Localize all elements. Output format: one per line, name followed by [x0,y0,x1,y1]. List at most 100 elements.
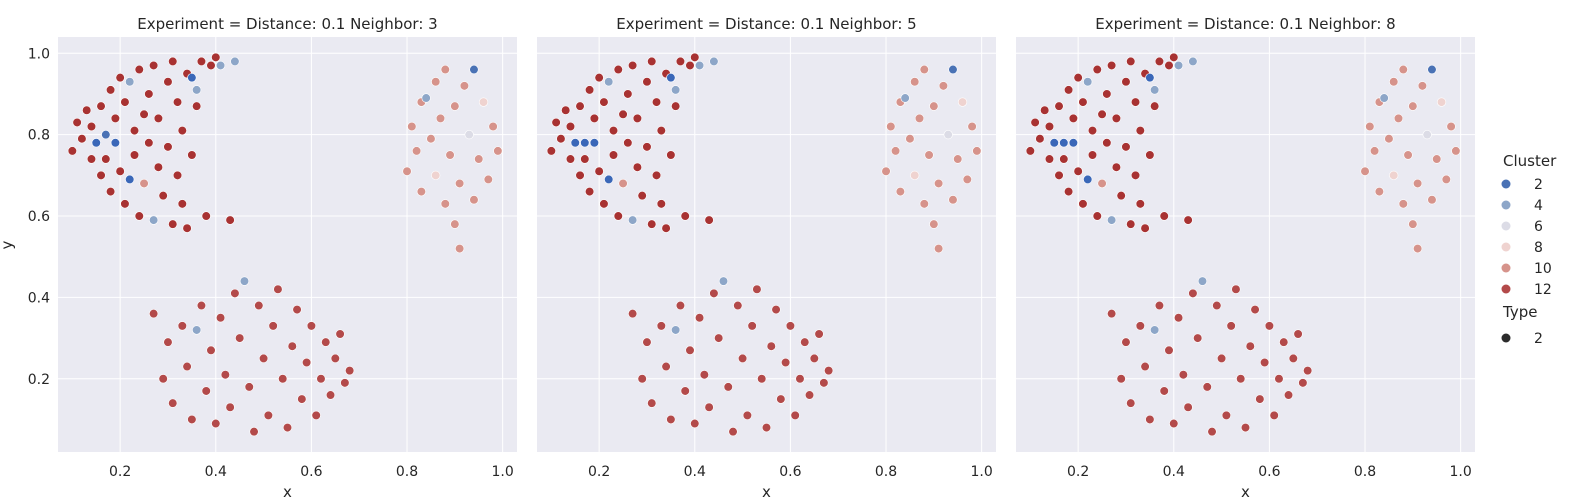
scatter-point [1212,300,1222,311]
scatter-point [790,410,800,420]
scatter-point [105,187,116,197]
scatter-point [1408,219,1418,229]
scatter-point [628,60,638,71]
scatter-point [168,219,178,229]
scatter-point [1121,337,1131,347]
scatter-point [1126,56,1136,67]
scatter-point [297,394,307,404]
scatter-point [651,97,662,107]
scatter-point [628,215,638,225]
scatter-point [910,77,920,87]
scatter-point [1432,154,1442,164]
scatter-point [450,101,460,111]
scatter-point [666,414,676,425]
legend-entry: 2 [1501,177,1543,193]
scatter-point [206,60,216,71]
scatter-point [1451,146,1461,156]
scatter-point [254,300,264,311]
scatter-point [690,418,700,429]
legend-marker [1501,263,1511,273]
scatter-point [632,113,643,123]
scatter-point [642,337,652,347]
scatter-point [426,134,436,144]
scatter-point [1365,121,1375,132]
scatter-point [690,52,700,62]
legend-marker [1501,221,1511,231]
scatter-point [890,146,901,156]
scatter-point [1389,170,1399,180]
scatter-point [1379,93,1389,103]
scatter-point [886,121,896,132]
scatter-point [1413,243,1423,254]
x-tick-label: 1.0 [1450,464,1472,480]
x-tick-label: 0.8 [1354,464,1376,480]
scatter-point [1150,85,1160,95]
legend-label: 12 [1534,282,1552,298]
legend-entry: 10 [1501,261,1552,277]
scatter-point [86,121,97,132]
scatter-point [1135,199,1145,209]
y-tick-label: 0.8 [28,128,50,144]
scatter-point [330,353,340,364]
scatter-point [1107,215,1117,225]
scatter-point [632,162,643,172]
scatter-point [1193,333,1203,343]
scatter-point [440,64,450,75]
scatter-point [345,366,355,376]
scatter-point [1274,374,1284,384]
x-tick-label: 1.0 [971,464,993,480]
scatter-point [488,121,498,132]
scatter-point [149,309,159,319]
scatter-point [1183,402,1193,412]
scatter-point [1283,390,1294,400]
plot-area [537,37,996,452]
scatter-point [1121,142,1131,152]
x-tick-label: 1.0 [492,464,514,480]
scatter-point [421,93,431,103]
x-tick-label: 0.6 [300,464,322,480]
scatter-point [340,378,350,388]
scatter-point [431,77,441,87]
x-tick-label: 0.2 [588,464,610,480]
scatter-point [671,101,681,111]
scatter-point [292,304,302,315]
scatter-point [675,56,686,67]
scatter-point [1413,178,1423,189]
plot-area [58,37,517,452]
scatter-point [96,101,106,111]
scatter-point [1059,154,1069,164]
scatter-point [1130,97,1141,107]
scatter-point [962,174,972,185]
scatter-point [1231,284,1241,294]
scatter-point [1374,187,1384,197]
scatter-point [134,211,144,221]
scatter-point [1173,313,1184,323]
scatter-point [929,101,939,111]
x-tick-label: 0.4 [205,464,227,480]
scatter-point [685,60,695,71]
scatter-point [1159,386,1169,396]
scatter-point [1188,56,1198,67]
scatter-point [77,134,87,144]
scatter-point [1427,195,1437,205]
scatter-point [1398,199,1408,209]
scatter-point [1087,150,1098,160]
scatter-point [651,170,662,180]
scatter-point [575,170,585,180]
scatter-point [402,166,412,176]
scatter-point [1087,125,1098,136]
scatter-point [192,101,202,111]
scatter-point [493,146,503,156]
scatter-point [589,113,599,123]
scatter-point [182,223,192,233]
scatter-point [781,357,791,368]
scatter-point [776,394,786,404]
scatter-point [1097,178,1107,189]
scatter-point [795,374,805,384]
scatter-point [435,113,446,123]
scatter-point [177,199,187,209]
scatter-point [661,361,671,372]
scatter-point [1221,410,1231,420]
scatter-point [416,187,426,197]
